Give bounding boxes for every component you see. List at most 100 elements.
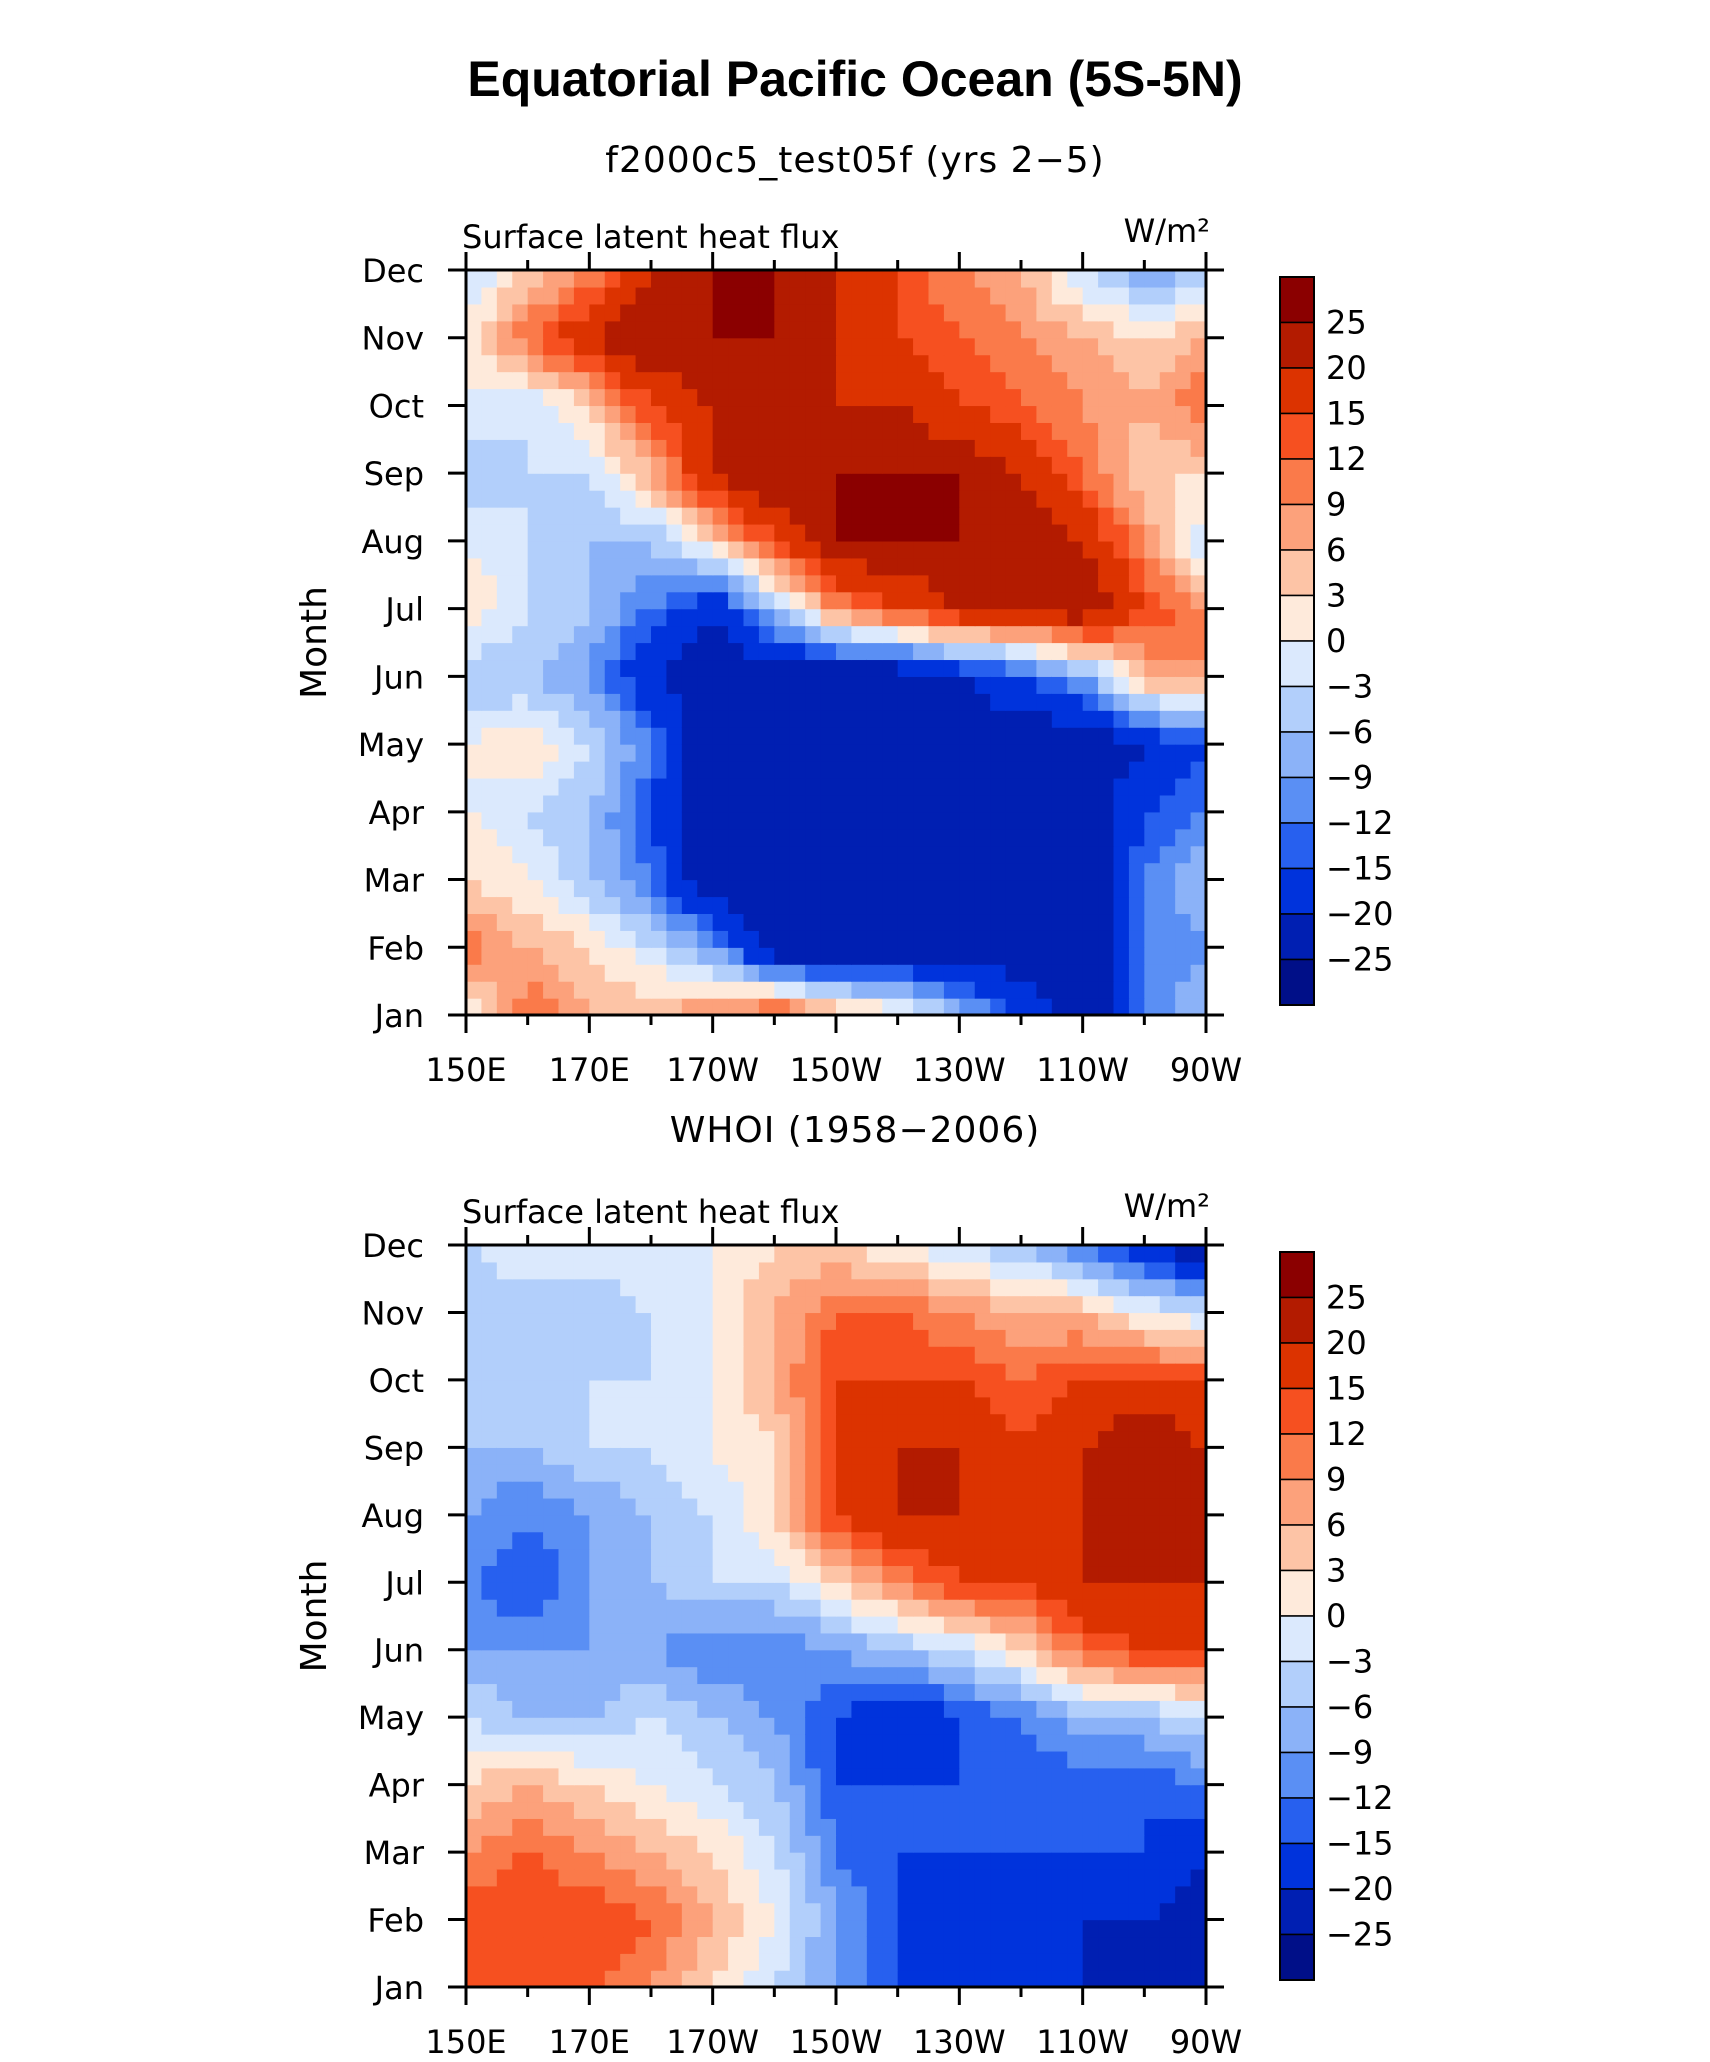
heatmap-cell <box>1175 642 1192 661</box>
heatmap-cell <box>805 1885 822 1904</box>
heatmap-cell <box>1175 1312 1192 1330</box>
heatmap-cell <box>913 659 930 677</box>
heatmap-cell <box>543 608 560 627</box>
heatmap-cell <box>851 1582 868 1600</box>
heatmap-cell <box>1175 1497 1192 1516</box>
heatmap-cell <box>1036 405 1053 423</box>
heatmap-cell <box>435 778 451 796</box>
heatmap-cell <box>1128 828 1145 847</box>
heatmap-cell <box>1067 320 1084 339</box>
heatmap-cell <box>975 1015 991 1033</box>
heatmap-cell <box>558 1801 575 1819</box>
heatmap-cell <box>959 1464 976 1482</box>
heatmap-cell <box>1098 1902 1115 1921</box>
heatmap-cell <box>589 1700 606 1718</box>
heatmap-cell <box>512 1278 529 1297</box>
heatmap-cell <box>496 1936 513 1954</box>
heatmap-cell <box>466 354 483 373</box>
heatmap-cell <box>496 642 513 661</box>
heatmap-cell <box>805 540 822 559</box>
heatmap-cell <box>1051 676 1068 694</box>
heatmap-cell <box>774 1767 791 1786</box>
heatmap-cell <box>1221 1549 1237 1566</box>
heatmap-cell <box>974 1666 991 1685</box>
heatmap-cell <box>974 693 991 711</box>
heatmap-cell <box>928 710 945 728</box>
heatmap-cell <box>620 1548 637 1567</box>
heatmap-cell <box>435 1363 451 1380</box>
heatmap-cell <box>866 659 883 677</box>
heatmap-cell <box>851 1970 868 1987</box>
heatmap-cell <box>943 1632 960 1651</box>
heatmap-cell <box>1190 794 1206 813</box>
heatmap-cell <box>882 1616 899 1634</box>
heatmap-cell <box>1128 490 1145 508</box>
heatmap-cell <box>820 1835 837 1853</box>
heatmap-cell <box>635 1666 652 1685</box>
heatmap-cell <box>866 490 883 508</box>
heatmap-cell <box>620 642 637 661</box>
heatmap-cell <box>1113 761 1130 779</box>
heatmap-cell <box>604 1970 621 1987</box>
heatmap-cell <box>1175 998 1192 1015</box>
heatmap-cell <box>974 625 991 644</box>
heatmap-cell <box>851 676 868 694</box>
heatmap-cell <box>636 1987 652 2004</box>
heatmap-cell <box>897 1379 914 1398</box>
heatmap-cell <box>866 1413 883 1432</box>
heatmap-cell <box>789 286 806 305</box>
heatmap-cell <box>1067 1312 1084 1330</box>
x-tick-label: 170W <box>666 1051 759 1089</box>
heatmap-cell <box>897 574 914 593</box>
heatmap-cell <box>589 1632 606 1651</box>
heatmap-cell <box>620 1514 637 1533</box>
heatmap-cell <box>1128 1278 1145 1297</box>
heatmap-cell <box>620 320 637 339</box>
heatmap-cell <box>1159 693 1176 711</box>
heatmap-cell <box>1128 388 1145 407</box>
heatmap-cell <box>466 794 483 813</box>
heatmap-cell <box>758 1481 775 1499</box>
heatmap-cell <box>836 1379 853 1398</box>
heatmap-cell <box>589 371 606 390</box>
heatmap-cell <box>636 1015 652 1033</box>
heatmap-cell <box>913 1784 930 1803</box>
heatmap-cell <box>466 540 467 559</box>
heatmap-cell <box>743 676 760 694</box>
heatmap-cell <box>666 1734 683 1752</box>
heatmap-cell <box>604 591 621 610</box>
heatmap-cell <box>1067 1278 1084 1297</box>
heatmap-cell <box>1098 1649 1115 1668</box>
heatmap-cell <box>728 998 745 1015</box>
heatmap-cell <box>1052 2004 1068 2021</box>
heatmap-cell <box>943 1784 960 1803</box>
heatmap-cell <box>789 1734 806 1752</box>
heatmap-cell <box>851 625 868 644</box>
heatmap-cell <box>681 794 698 813</box>
heatmap-cell <box>805 1801 822 1819</box>
heatmap-cell <box>820 1818 837 1836</box>
heatmap-cell <box>959 371 976 390</box>
heatmap-cell <box>1113 1346 1130 1364</box>
heatmap-cell <box>820 777 837 796</box>
heatmap-cell <box>1113 625 1130 644</box>
heatmap-cell <box>1144 1464 1161 1482</box>
heatmap-cell <box>728 744 745 762</box>
heatmap-cell <box>1221 1464 1237 1481</box>
heatmap-cell <box>1098 1835 1115 1853</box>
heatmap-cell <box>836 1649 853 1668</box>
heatmap-cell <box>712 676 729 694</box>
heatmap-cell <box>589 1278 606 1297</box>
heatmap-cell <box>1067 727 1084 745</box>
heatmap-cell <box>558 947 575 965</box>
heatmap-cell <box>836 1717 853 1735</box>
heatmap-cell <box>635 828 652 847</box>
heatmap-cell <box>466 1835 483 1853</box>
heatmap-cell <box>758 1261 775 1280</box>
heatmap-cell <box>605 1015 621 1033</box>
heatmap-cell <box>820 930 837 948</box>
heatmap-cell <box>1206 981 1222 999</box>
heatmap-cell <box>851 1413 868 1432</box>
heatmap-cell <box>604 1396 621 1415</box>
heatmap-cell <box>897 388 914 407</box>
